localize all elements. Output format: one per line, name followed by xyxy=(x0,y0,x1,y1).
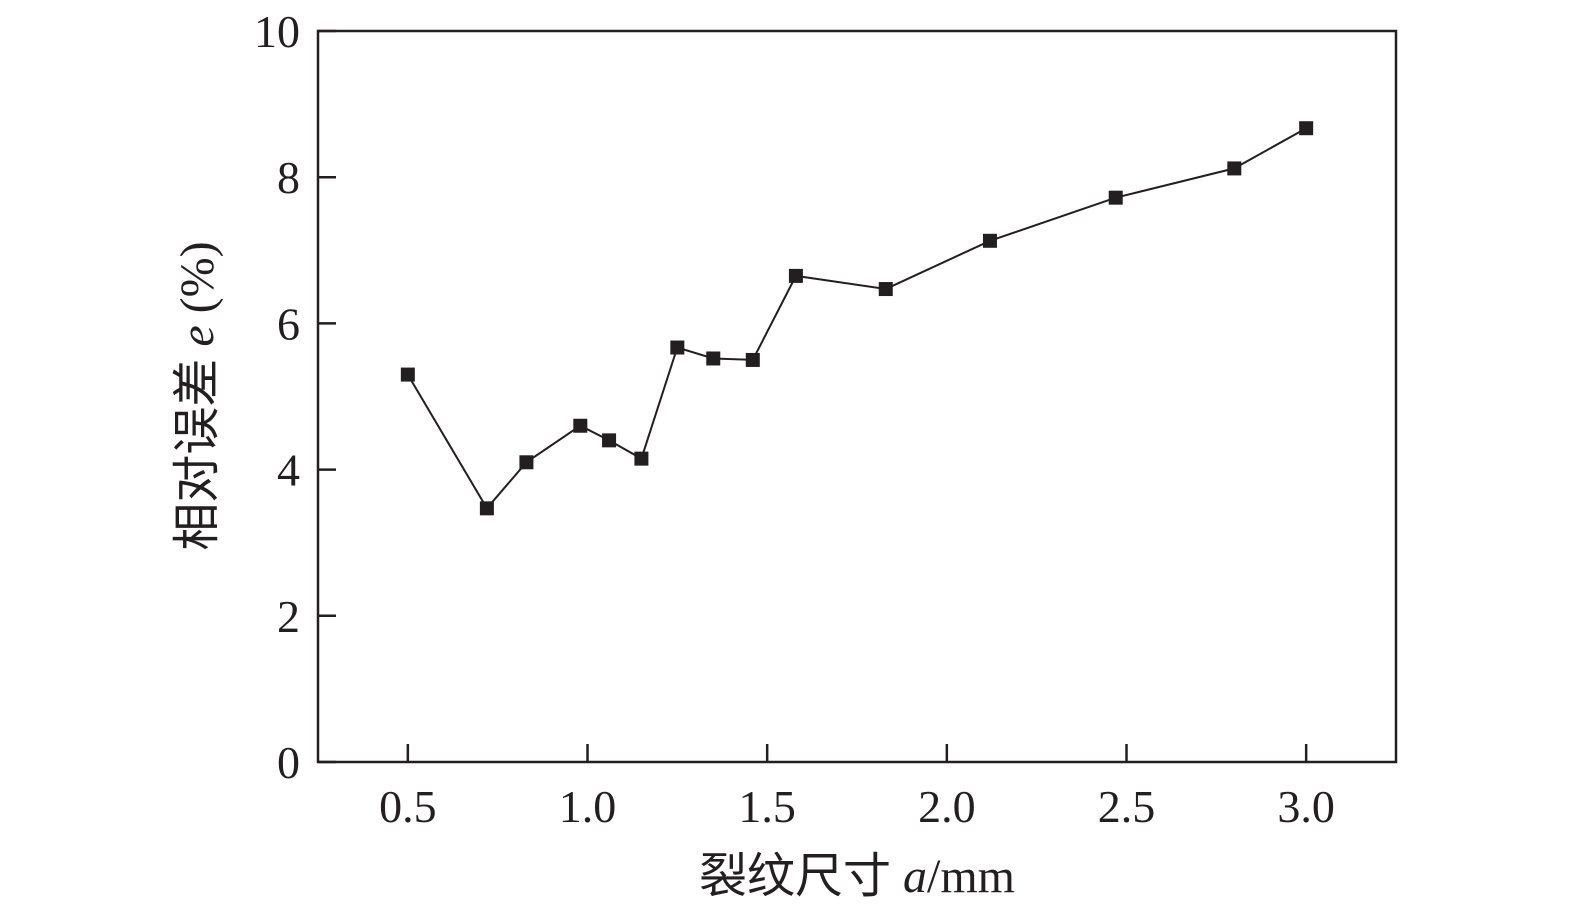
y-tick-label: 8 xyxy=(277,152,300,203)
data-point-marker xyxy=(1227,161,1242,176)
x-axis-ticks: 0.5 1.0 1.5 2.0 2.5 3.0 xyxy=(379,744,1335,832)
data-point-marker xyxy=(479,501,494,516)
data-point-marker xyxy=(745,352,760,367)
y-tick-label: 4 xyxy=(277,445,300,496)
x-tick-label: 1.0 xyxy=(559,781,617,832)
data-point-marker xyxy=(670,340,685,355)
data-point-marker xyxy=(982,233,997,248)
x-tick-label: 2.0 xyxy=(918,781,976,832)
series-layer xyxy=(400,121,1314,516)
data-point-marker xyxy=(706,351,721,366)
data-point-marker xyxy=(1299,121,1314,136)
series-line xyxy=(406,127,1307,511)
data-point-marker xyxy=(519,455,534,470)
data-point-marker xyxy=(788,268,803,283)
y-axis-title: 相对误差 e (%) xyxy=(171,241,224,550)
y-tick-label: 10 xyxy=(254,6,300,57)
y-tick-label: 6 xyxy=(277,298,300,349)
x-axis-title: 裂纹尺寸 a/mm xyxy=(699,850,1015,903)
y-axis-ticks: 0 2 4 6 8 10 xyxy=(254,6,336,788)
y-tick-label: 2 xyxy=(277,591,300,642)
data-point-marker xyxy=(400,367,415,382)
data-point-marker xyxy=(634,451,649,466)
data-point-marker xyxy=(1108,190,1123,205)
y-tick-label: 0 xyxy=(277,737,300,788)
data-point-marker xyxy=(573,418,588,433)
plot-area xyxy=(316,29,1398,764)
x-tick-label: 1.5 xyxy=(738,781,796,832)
x-tick-label: 2.5 xyxy=(1098,781,1156,832)
data-point-marker xyxy=(602,433,617,448)
x-tick-label: 0.5 xyxy=(379,781,437,832)
data-point-marker xyxy=(878,282,893,297)
x-tick-label: 3.0 xyxy=(1277,781,1335,832)
plot-frame xyxy=(316,29,1398,764)
